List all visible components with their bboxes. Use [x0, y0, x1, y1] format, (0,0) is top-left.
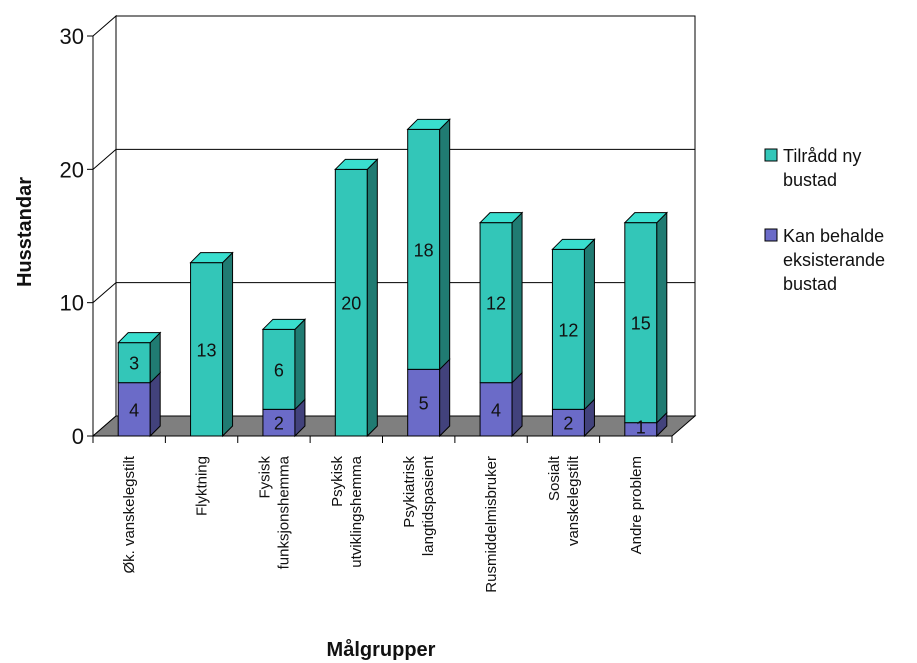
- data-label: 5: [419, 394, 429, 414]
- y-axis-title: Husstandar: [14, 177, 36, 287]
- data-label: 15: [631, 314, 651, 334]
- gridline: [92, 148, 695, 170]
- bar-top: [406, 118, 451, 130]
- bar-side: [294, 318, 306, 411]
- bar-side: [511, 371, 523, 438]
- data-label: 2: [274, 414, 284, 434]
- floor: [91, 415, 697, 437]
- bar-top: [551, 238, 596, 250]
- data-label: 12: [486, 294, 506, 314]
- bar-top: [623, 212, 669, 224]
- bar-front: [479, 382, 513, 437]
- bar-top: [116, 332, 162, 344]
- legend: Tilrådd ny bustad Kan behalde eksisterande b…: [764, 146, 885, 294]
- bar-segment: [261, 318, 307, 411]
- category-label: Sosialt: [546, 455, 563, 501]
- bar-segment: [479, 371, 523, 438]
- data-label: 12: [558, 320, 578, 340]
- category-label: Fysisk: [256, 456, 273, 499]
- legend-label: bustad: [783, 170, 837, 190]
- bar-top: [189, 252, 234, 264]
- bar-side: [439, 358, 451, 438]
- legend-label: eksisterande: [783, 250, 885, 270]
- category-label: Øk. vanskelegstilt: [121, 455, 138, 573]
- bar-segment: [262, 398, 306, 438]
- bar-segment: [117, 371, 161, 438]
- bar-front: [334, 168, 368, 437]
- bar-front: [624, 222, 658, 424]
- bar-side: [439, 118, 451, 371]
- category-label: Flyktning: [194, 456, 211, 516]
- data-label: 20: [341, 294, 361, 314]
- bar-front: [407, 368, 441, 437]
- bar-side: [656, 211, 668, 424]
- side-wall: [92, 14, 117, 438]
- bar-side: [366, 158, 378, 438]
- bar-segment: [334, 158, 379, 438]
- data-label: 2: [563, 414, 573, 434]
- bar-top: [334, 158, 379, 170]
- y-tick-label: 0: [72, 424, 84, 449]
- data-label: 18: [414, 240, 434, 260]
- legend-swatch: [764, 228, 778, 242]
- legend-label: Tilrådd ny: [783, 146, 861, 166]
- legend-label: Kan behalde: [783, 226, 884, 246]
- bar-top: [261, 318, 307, 330]
- y-tick-label: 10: [60, 291, 84, 316]
- data-label: 3: [129, 354, 139, 374]
- category-label: vanskelegstilt: [565, 455, 582, 546]
- data-labels: 4 3 13 2 6 20 5 18 4 12 2 12 1 15: [129, 240, 651, 437]
- data-label: 4: [491, 400, 501, 420]
- bar-side: [583, 238, 595, 411]
- bar-front: [190, 262, 224, 437]
- bar-segment: [623, 211, 669, 424]
- bar-side: [149, 371, 161, 438]
- category-label: utviklingshemma: [348, 455, 365, 567]
- y-axis: 0 10 20 30: [60, 24, 94, 449]
- bar-segment: [407, 358, 451, 438]
- bars: [116, 118, 669, 438]
- bar-segment: [116, 331, 162, 384]
- y-tick-label: 30: [60, 24, 84, 49]
- category-label: funksjonshemma: [275, 455, 292, 569]
- bar-front: [407, 128, 441, 370]
- data-label: 6: [274, 360, 284, 380]
- bar-segment: [551, 238, 596, 411]
- category-label: langtidspasient: [420, 455, 437, 556]
- legend-label: bustad: [783, 274, 837, 294]
- x-axis-title: Målgrupper: [327, 638, 436, 661]
- bar-top: [478, 212, 524, 224]
- category-label: Andre problem: [628, 456, 645, 554]
- bar-segment: [478, 211, 524, 384]
- bar-side: [222, 251, 234, 438]
- y-tick-label: 20: [60, 157, 84, 182]
- chart-walls: [91, 14, 697, 438]
- data-label: 13: [197, 340, 217, 360]
- bar-segment: [189, 251, 234, 438]
- legend-item: Tilrådd ny bustad: [764, 146, 861, 190]
- category-label: Psykiatrisk: [401, 456, 418, 528]
- bar-front: [479, 222, 513, 384]
- legend-item: Kan behalde eksisterande bustad: [764, 226, 885, 294]
- legend-swatch: [764, 148, 778, 162]
- x-axis: Øk. vanskelegstilt Flyktning Fysisk funksjo…: [92, 435, 673, 593]
- bar-front: [551, 248, 585, 410]
- bar-side: [511, 211, 523, 384]
- bar-segment: [406, 118, 451, 371]
- category-label: Psykisk: [329, 456, 346, 507]
- data-label: 1: [636, 417, 646, 437]
- category-label: Rusmiddelmisbruker: [483, 456, 500, 593]
- bar-front: [262, 328, 296, 410]
- data-label: 4: [129, 400, 139, 420]
